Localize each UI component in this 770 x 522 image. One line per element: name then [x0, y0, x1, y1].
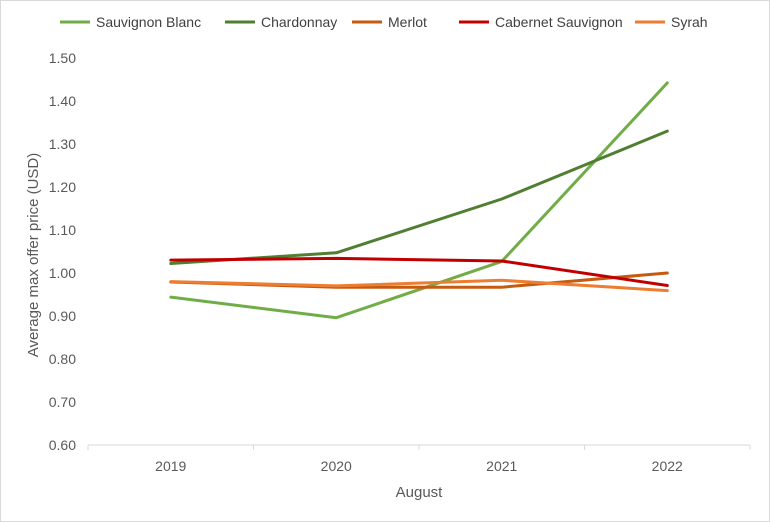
legend-label: Syrah [671, 14, 708, 30]
series-line-syrah [169, 278, 669, 293]
y-tick-label: 1.10 [49, 222, 76, 238]
x-tick-label: 2021 [486, 458, 517, 474]
x-tick-label: 2022 [652, 458, 683, 474]
y-tick-label: 1.50 [49, 50, 76, 66]
legend: Sauvignon Blanc Chardonnay Merlot Cabernet … [60, 14, 708, 30]
y-axis-title: Average max offer price (USD) [25, 153, 42, 358]
x-tick-label: 2020 [321, 458, 352, 474]
legend-label: Cabernet Sauvignon [495, 14, 623, 30]
y-tick-label: 0.70 [49, 394, 76, 410]
y-tick-label: 1.30 [49, 136, 76, 152]
series-lines [169, 81, 669, 320]
x-axis-title: August [396, 484, 444, 501]
y-tick-label: 0.60 [49, 437, 76, 453]
x-axis: 2019 2020 2021 2022 [87, 444, 751, 474]
legend-item-sauvignon-blanc: Sauvignon Blanc [60, 14, 201, 30]
x-tick-label: 2019 [155, 458, 186, 474]
series-line-cabernet-sauvignon [169, 256, 669, 287]
legend-item-syrah: Syrah [635, 14, 708, 30]
legend-label: Chardonnay [261, 14, 337, 30]
legend-item-chardonnay: Chardonnay [225, 14, 337, 30]
legend-item-merlot: Merlot [352, 14, 427, 30]
y-tick-label: 1.40 [49, 93, 76, 109]
y-tick-label: 1.20 [49, 179, 76, 195]
legend-item-cabernet-sauvignon: Cabernet Sauvignon [459, 14, 623, 30]
y-tick-label: 0.90 [49, 308, 76, 324]
series-line-chardonnay [169, 129, 669, 265]
series-line-sauvignon-blanc [169, 81, 669, 320]
y-axis: 0.60 0.70 0.80 0.90 1.00 1.10 1.20 1.30 1.40 1.50 [49, 50, 76, 453]
legend-label: Sauvignon Blanc [96, 14, 201, 30]
y-tick-label: 0.80 [49, 351, 76, 367]
legend-label: Merlot [388, 14, 427, 30]
y-tick-label: 1.00 [49, 265, 76, 281]
